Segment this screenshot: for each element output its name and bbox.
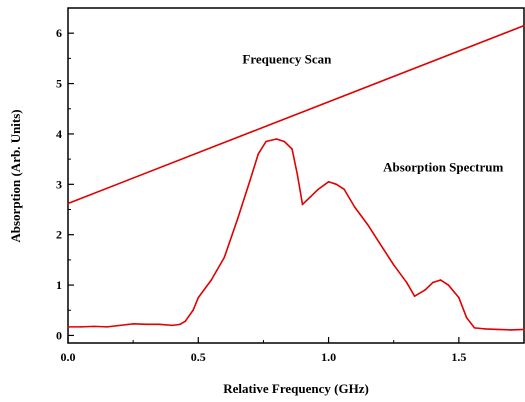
data-point xyxy=(283,140,286,143)
x-tick-label: 1.0 xyxy=(321,350,336,364)
data-point xyxy=(523,24,525,27)
data-point xyxy=(484,328,486,330)
data-point xyxy=(317,188,319,191)
data-point xyxy=(439,279,442,281)
data-point xyxy=(249,178,252,181)
y-tick-label: 3 xyxy=(56,177,62,191)
data-point xyxy=(392,264,395,266)
data-point xyxy=(145,323,147,326)
data-point xyxy=(413,295,416,297)
data-point xyxy=(343,188,346,191)
data-point xyxy=(301,203,304,206)
data-point xyxy=(265,140,267,143)
data-point xyxy=(366,223,369,226)
data-point xyxy=(210,279,213,281)
series-annotation: Frequency Scan xyxy=(242,51,332,66)
data-point xyxy=(67,326,69,328)
x-axis-title: Relative Frequency (GHz) xyxy=(223,381,369,396)
data-point xyxy=(465,317,468,319)
data-point xyxy=(458,296,460,299)
annotation-layer: Frequency Scan Absorption Spectrum xyxy=(242,51,503,174)
data-point xyxy=(275,138,278,140)
data-point xyxy=(353,206,356,208)
data-point xyxy=(80,326,82,328)
data-point xyxy=(447,284,450,286)
data-point xyxy=(192,309,194,312)
data-point xyxy=(523,328,525,331)
data-point xyxy=(171,324,174,327)
data-point xyxy=(510,329,512,331)
data-point xyxy=(179,323,181,326)
frequency-scan-line xyxy=(67,24,525,205)
y-tick-label: 0 xyxy=(56,328,62,342)
data-point xyxy=(497,328,499,331)
y-tick-label: 6 xyxy=(56,26,62,40)
data-point xyxy=(309,196,312,198)
x-tick-label: 1.5 xyxy=(451,350,466,364)
data-point xyxy=(93,325,95,328)
data-point xyxy=(296,173,299,176)
data-point xyxy=(424,289,426,291)
data-point xyxy=(291,148,293,150)
data-point xyxy=(327,180,330,183)
data-point xyxy=(473,327,476,329)
data-point xyxy=(335,183,338,186)
data-point xyxy=(257,153,260,155)
y-tick-label: 4 xyxy=(56,127,62,141)
x-tick-label: 0.5 xyxy=(191,350,206,364)
x-tick-label: 0.0 xyxy=(61,350,76,364)
y-tick-label: 2 xyxy=(56,228,62,242)
data-point xyxy=(379,243,382,246)
y-axis-ticks: 0 1 2 3 4 5 6 xyxy=(56,26,74,342)
series-layer xyxy=(67,24,525,331)
data-point xyxy=(158,323,160,326)
y-tick-label: 5 xyxy=(56,77,62,91)
data-point xyxy=(67,202,69,205)
plot-frame xyxy=(67,7,525,344)
data-point xyxy=(197,296,200,299)
absorption-spectrum-line xyxy=(68,138,525,331)
data-point xyxy=(236,218,239,221)
y-tick-label: 1 xyxy=(56,278,62,292)
data-point xyxy=(132,323,134,325)
data-point xyxy=(223,256,226,259)
data-point xyxy=(184,320,187,323)
series-annotation: Absorption Spectrum xyxy=(383,160,503,175)
data-point xyxy=(119,324,121,327)
data-point xyxy=(106,326,108,328)
x-axis-ticks: 0.0 0.5 1.0 1.5 xyxy=(61,337,466,364)
data-point xyxy=(432,281,434,284)
y-axis-title: Absorption (Arb. Units) xyxy=(8,109,23,242)
data-point xyxy=(405,281,408,284)
